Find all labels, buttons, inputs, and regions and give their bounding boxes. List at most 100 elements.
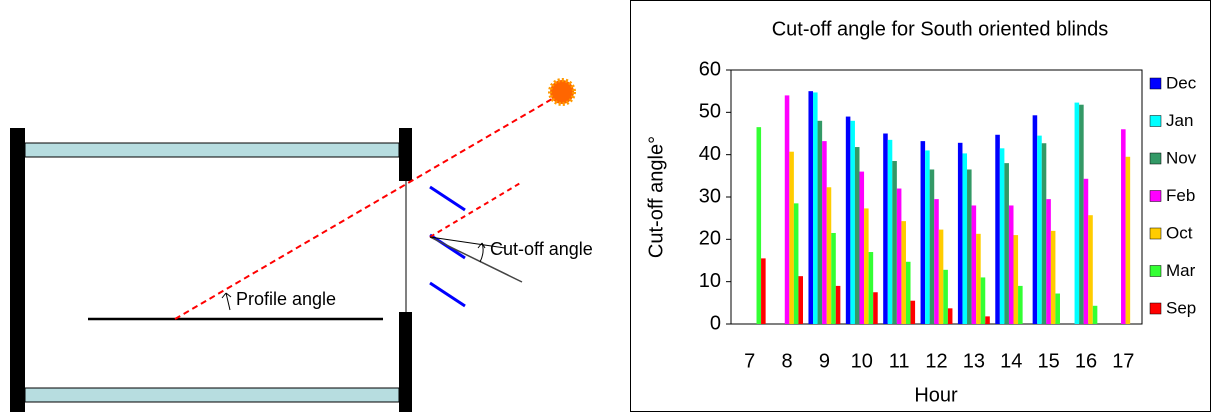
bar [1050, 230, 1056, 324]
bar [910, 300, 916, 324]
legend-swatch [1149, 302, 1162, 315]
bar [1004, 163, 1009, 324]
chart-title: Cut-off angle for South oriented blinds [772, 18, 1109, 40]
bar [1037, 135, 1042, 324]
blind-diagram: Cut-off angle Profile angle [10, 78, 593, 412]
bar [971, 205, 977, 324]
bar [1092, 305, 1098, 324]
bar [864, 208, 869, 324]
bar [868, 252, 874, 324]
x-tick-label: 8 [781, 350, 792, 372]
x-axis-label: Hour [914, 384, 958, 406]
legend-swatch [1149, 115, 1162, 127]
bar [943, 269, 948, 324]
y-tick-label: 40 [699, 143, 721, 165]
bar [826, 187, 832, 324]
bar [901, 221, 906, 324]
bar [817, 120, 823, 324]
chart-frame [630, 0, 1211, 412]
legend-label: Oct [1166, 223, 1193, 242]
y-tick-label: 50 [699, 101, 721, 123]
bar [957, 142, 963, 324]
left-wall [10, 128, 25, 412]
bar [887, 139, 893, 324]
slat-extension [429, 236, 523, 283]
legend-label: Dec [1166, 73, 1197, 92]
legend-swatch [1149, 190, 1162, 202]
bar [793, 203, 799, 324]
x-tick-label: 14 [1000, 350, 1022, 372]
bar [784, 95, 790, 325]
x-tick-label: 17 [1112, 350, 1134, 372]
cut-off-ref [429, 236, 506, 249]
profile-label: Profile angle [236, 289, 336, 309]
legend-swatch [1149, 77, 1162, 90]
bar [761, 258, 766, 324]
bar [980, 277, 986, 324]
lower-glass [24, 387, 400, 403]
angle-arc [479, 242, 484, 263]
bar [995, 134, 1000, 324]
bar [808, 91, 814, 325]
bar [854, 147, 860, 324]
bar [1074, 102, 1080, 324]
upper-glass [24, 142, 400, 158]
bar [892, 161, 897, 324]
bar [967, 169, 972, 324]
arrow [477, 242, 486, 249]
legend-label: Sep [1166, 298, 1196, 317]
cut-off-label: Cut-off angle [490, 239, 593, 259]
x-tick-label: 7 [744, 350, 755, 372]
y-tick-label: 10 [699, 270, 721, 292]
bar [756, 127, 762, 325]
bar [1046, 199, 1051, 324]
bar [798, 276, 803, 324]
x-tick-label: 11 [889, 350, 910, 372]
bar [985, 316, 990, 324]
bar [947, 308, 953, 324]
x-tick-label: 10 [851, 350, 873, 372]
bar [934, 199, 939, 324]
x-tick-label: 16 [1075, 350, 1097, 372]
slat [429, 281, 466, 308]
x-tick-label: 15 [1037, 350, 1059, 372]
bar [1083, 178, 1089, 324]
y-tick-label: 0 [710, 312, 721, 334]
bar [850, 120, 855, 324]
legend-label: Feb [1166, 186, 1195, 205]
bar [831, 232, 836, 324]
bar [1032, 115, 1038, 325]
bar [920, 141, 926, 324]
bar [822, 141, 827, 324]
legend-swatch [1149, 152, 1162, 165]
y-tick-label: 20 [699, 228, 721, 250]
bar [1121, 129, 1126, 324]
legend-label: Mar [1166, 261, 1196, 280]
bar [976, 233, 981, 324]
bar [813, 92, 818, 324]
bar [938, 229, 944, 324]
bar [962, 153, 968, 324]
x-tick-label: 12 [925, 350, 947, 372]
bar [883, 133, 888, 324]
bar [859, 171, 865, 324]
y-tick-label: 30 [699, 185, 721, 207]
bar [929, 169, 935, 324]
bar [1055, 293, 1060, 324]
legend-swatch [1149, 227, 1162, 240]
bar [905, 261, 911, 324]
y-axis-label: Cut-off angle° [645, 136, 667, 258]
bar [835, 285, 841, 324]
arrow [221, 292, 232, 311]
bar [1008, 205, 1014, 324]
cut-off-ray [429, 181, 523, 238]
sun [548, 78, 576, 106]
bar [1125, 156, 1131, 324]
bar [925, 150, 930, 324]
y-tick-label: 60 [699, 58, 721, 80]
bar [789, 151, 794, 324]
bar [873, 292, 878, 324]
legend-label: Jan [1166, 111, 1193, 130]
bar [845, 116, 851, 324]
